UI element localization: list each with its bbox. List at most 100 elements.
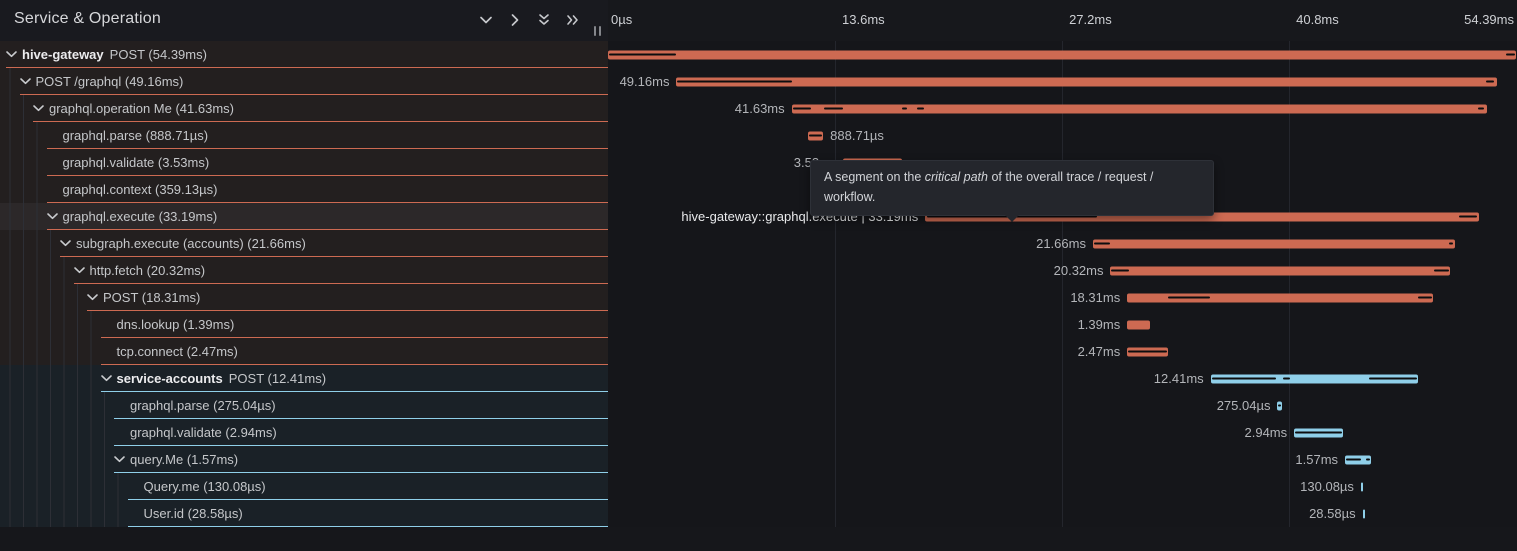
critical-path-segment[interactable] (916, 107, 925, 110)
critical-path-segment[interactable] (1278, 404, 1282, 407)
span-bar[interactable] (1127, 320, 1151, 329)
critical-path-segment[interactable] (809, 134, 823, 137)
critical-path-segment[interactable] (1459, 215, 1477, 218)
span-tree-row[interactable]: query.Me (1.57ms) (0, 446, 608, 473)
span-bar[interactable] (676, 77, 1498, 86)
critical-path-segment[interactable] (1168, 296, 1210, 299)
span-duration-label: 41.63ms (734, 101, 785, 116)
critical-path-segment[interactable] (824, 107, 843, 110)
critical-path-segment[interactable] (1448, 242, 1454, 245)
span-bar[interactable] (1345, 455, 1372, 464)
critical-path-segment[interactable] (1212, 377, 1276, 380)
span-tree-row[interactable]: User.id (28.58µs) (0, 500, 608, 527)
chevron-down-icon[interactable] (114, 456, 130, 463)
span-bar[interactable] (1210, 374, 1418, 383)
span-tree-row[interactable]: graphql.context (359.13µs) (0, 176, 608, 203)
span-bar[interactable] (808, 131, 824, 140)
row-underline (100, 337, 608, 338)
chevron-down-icon[interactable] (33, 105, 49, 112)
critical-path-segment[interactable] (1365, 458, 1370, 461)
indent-guides (6, 446, 114, 473)
critical-path-segment[interactable] (1506, 53, 1515, 56)
span-bar[interactable] (1127, 293, 1433, 302)
critical-path-segment[interactable] (1417, 296, 1432, 299)
critical-path-segment[interactable] (1486, 80, 1495, 83)
chevron-down-icon[interactable] (100, 375, 117, 382)
panel-resize-grip[interactable] (594, 26, 601, 36)
span-tree-row[interactable]: subgraph.execute (accounts) (21.66ms) (0, 230, 608, 257)
row-underline (46, 148, 608, 149)
chevron-down-icon[interactable] (60, 240, 76, 247)
critical-path-segment[interactable] (1369, 377, 1417, 380)
span-timeline-row: 12.41ms (608, 365, 1517, 392)
operation-name: POST (12.41ms) (228, 371, 327, 386)
chevron-down-icon[interactable] (478, 12, 494, 28)
span-tree-row[interactable]: POST /graphql (49.16ms) (0, 68, 608, 95)
span-timeline-row (608, 41, 1517, 68)
chevron-down-icon[interactable] (19, 78, 36, 85)
span-tree-row[interactable]: graphql.parse (275.04µs) (0, 392, 608, 419)
span-tree-row[interactable]: graphql.validate (3.53ms) (0, 149, 608, 176)
indent-guides (6, 257, 74, 284)
span-tree-row[interactable]: Query.me (130.08µs) (0, 473, 608, 500)
span-timeline-row: 2.94ms (608, 419, 1517, 446)
span-tree-row[interactable]: POST (18.31ms) (0, 284, 608, 311)
indent-guides (6, 365, 101, 392)
span-bar[interactable] (1110, 266, 1450, 275)
critical-path-segment[interactable] (1093, 242, 1110, 245)
chevron-down-icon[interactable] (87, 294, 103, 301)
span-bar[interactable] (608, 50, 1516, 59)
panel-title: Service & Operation (14, 10, 161, 27)
critical-path-segment[interactable] (1283, 377, 1290, 380)
timeline-axis: 0µs 13.6ms 27.2ms 40.8ms 54.39ms (608, 0, 1517, 41)
operation-name: POST (18.31ms) (103, 290, 201, 305)
span-bar[interactable] (791, 104, 1487, 113)
indent-guides (6, 338, 101, 365)
double-chevron-right-icon[interactable] (565, 12, 581, 28)
span-tree-row[interactable]: hive-gateway POST (54.39ms) (0, 41, 608, 68)
span-bar[interactable] (1277, 401, 1283, 410)
critical-path-segment[interactable] (1128, 350, 1168, 353)
span-tree-row[interactable]: graphql.validate (2.94ms) (0, 419, 608, 446)
row-underline (100, 364, 608, 365)
critical-path-segment[interactable] (1433, 269, 1449, 272)
gridline (1289, 0, 1291, 527)
chevron-down-icon[interactable] (73, 267, 90, 274)
span-bar[interactable] (1362, 509, 1366, 518)
span-duration-label: 1.57ms (1295, 452, 1339, 467)
span-bar[interactable] (1360, 482, 1364, 491)
critical-path-segment[interactable] (1111, 269, 1129, 272)
span-timeline-row: 20.32ms (608, 257, 1517, 284)
span-bar[interactable] (1092, 239, 1455, 248)
span-tree-row[interactable]: dns.lookup (1.39ms) (0, 311, 608, 338)
span-bar[interactable] (1294, 428, 1344, 437)
span-tree-row[interactable]: graphql.operation Me (41.63ms) (0, 95, 608, 122)
tree-panel-header: Service & Operation (0, 0, 608, 41)
span-duration-label: 21.66ms (1036, 236, 1086, 251)
span-timeline-row: 41.63ms (608, 95, 1517, 122)
operation-name: subgraph.execute (accounts) (21.66ms) (76, 236, 306, 251)
axis-tick-label: 27.2ms (1069, 12, 1112, 27)
span-bar[interactable] (1127, 347, 1169, 356)
span-tree-row[interactable]: tcp.connect (2.47ms) (0, 338, 608, 365)
operation-name: graphql.parse (888.71µs) (62, 128, 209, 143)
critical-path-segment[interactable] (1477, 107, 1485, 110)
critical-path-segment[interactable] (677, 80, 792, 83)
indent-guides (6, 284, 87, 311)
critical-path-segment[interactable] (793, 107, 811, 110)
critical-path-segment[interactable] (1295, 431, 1342, 434)
chevron-down-icon[interactable] (46, 213, 63, 220)
indent-guides (6, 473, 128, 500)
critical-path-segment[interactable] (1346, 458, 1361, 461)
span-tree-row[interactable]: graphql.parse (888.71µs) (0, 122, 608, 149)
chevron-down-icon[interactable] (6, 51, 22, 58)
span-tree-row[interactable]: graphql.execute (33.19ms) (0, 203, 608, 230)
critical-path-segment[interactable] (901, 107, 907, 110)
indent-guides (6, 149, 47, 176)
span-tree-row[interactable]: service-accounts POST (12.41ms) (0, 365, 608, 392)
critical-path-segment[interactable] (609, 53, 676, 56)
span-timeline-row: 130.08µs (608, 473, 1517, 500)
span-tree-row[interactable]: http.fetch (20.32ms) (0, 257, 608, 284)
chevron-right-icon[interactable] (507, 12, 523, 28)
double-chevron-down-icon[interactable] (536, 12, 552, 28)
